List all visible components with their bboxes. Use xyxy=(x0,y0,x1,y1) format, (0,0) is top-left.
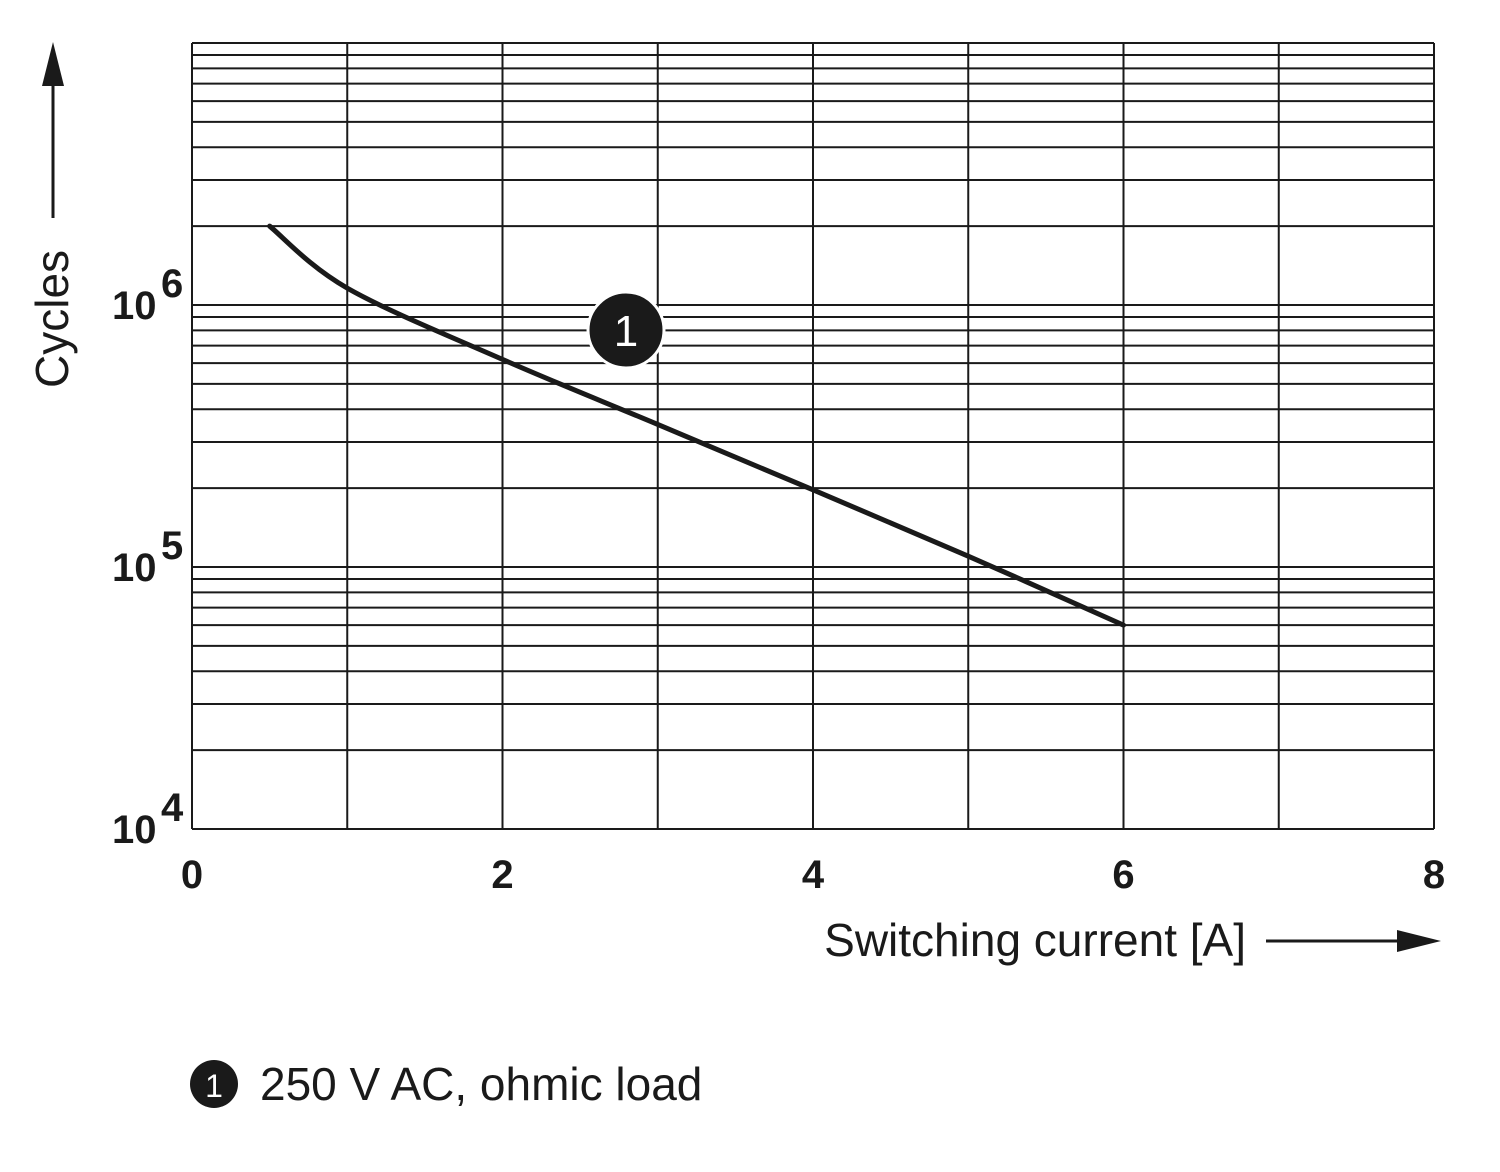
x-tick-label: 4 xyxy=(802,853,825,897)
y-tick-exponent: 5 xyxy=(161,524,183,568)
legend-text: 250 V AC, ohmic load xyxy=(260,1058,702,1110)
x-tick-label: 8 xyxy=(1423,853,1445,897)
legend-marker xyxy=(190,1060,238,1108)
legend-marker-label: 1 xyxy=(205,1068,223,1104)
x-axis-arrow-icon xyxy=(1397,930,1441,952)
y-axis-arrow-icon xyxy=(42,42,64,86)
y-tick-exponent: 6 xyxy=(161,262,183,306)
y-tick-label: 10 xyxy=(112,808,157,852)
series-marker: 1 xyxy=(586,290,666,370)
grid xyxy=(191,42,1435,830)
x-tick-label: 6 xyxy=(1112,853,1134,897)
legend: 1 250 V AC, ohmic load xyxy=(190,1058,702,1110)
y-tick-exponent: 4 xyxy=(161,786,184,830)
y-tick-label: 10 xyxy=(112,546,157,590)
x-axis-title: Switching current [A] xyxy=(824,914,1441,966)
series-marker-label: 1 xyxy=(614,307,638,356)
series-line xyxy=(267,223,1126,628)
y-tick-label: 10 xyxy=(112,284,157,328)
x-tick-label: 0 xyxy=(181,853,203,897)
y-axis-title: Cycles xyxy=(26,42,78,388)
x-axis-label: Switching current [A] xyxy=(824,914,1246,966)
y-axis-label: Cycles xyxy=(26,250,78,388)
x-tick-label: 2 xyxy=(491,853,513,897)
